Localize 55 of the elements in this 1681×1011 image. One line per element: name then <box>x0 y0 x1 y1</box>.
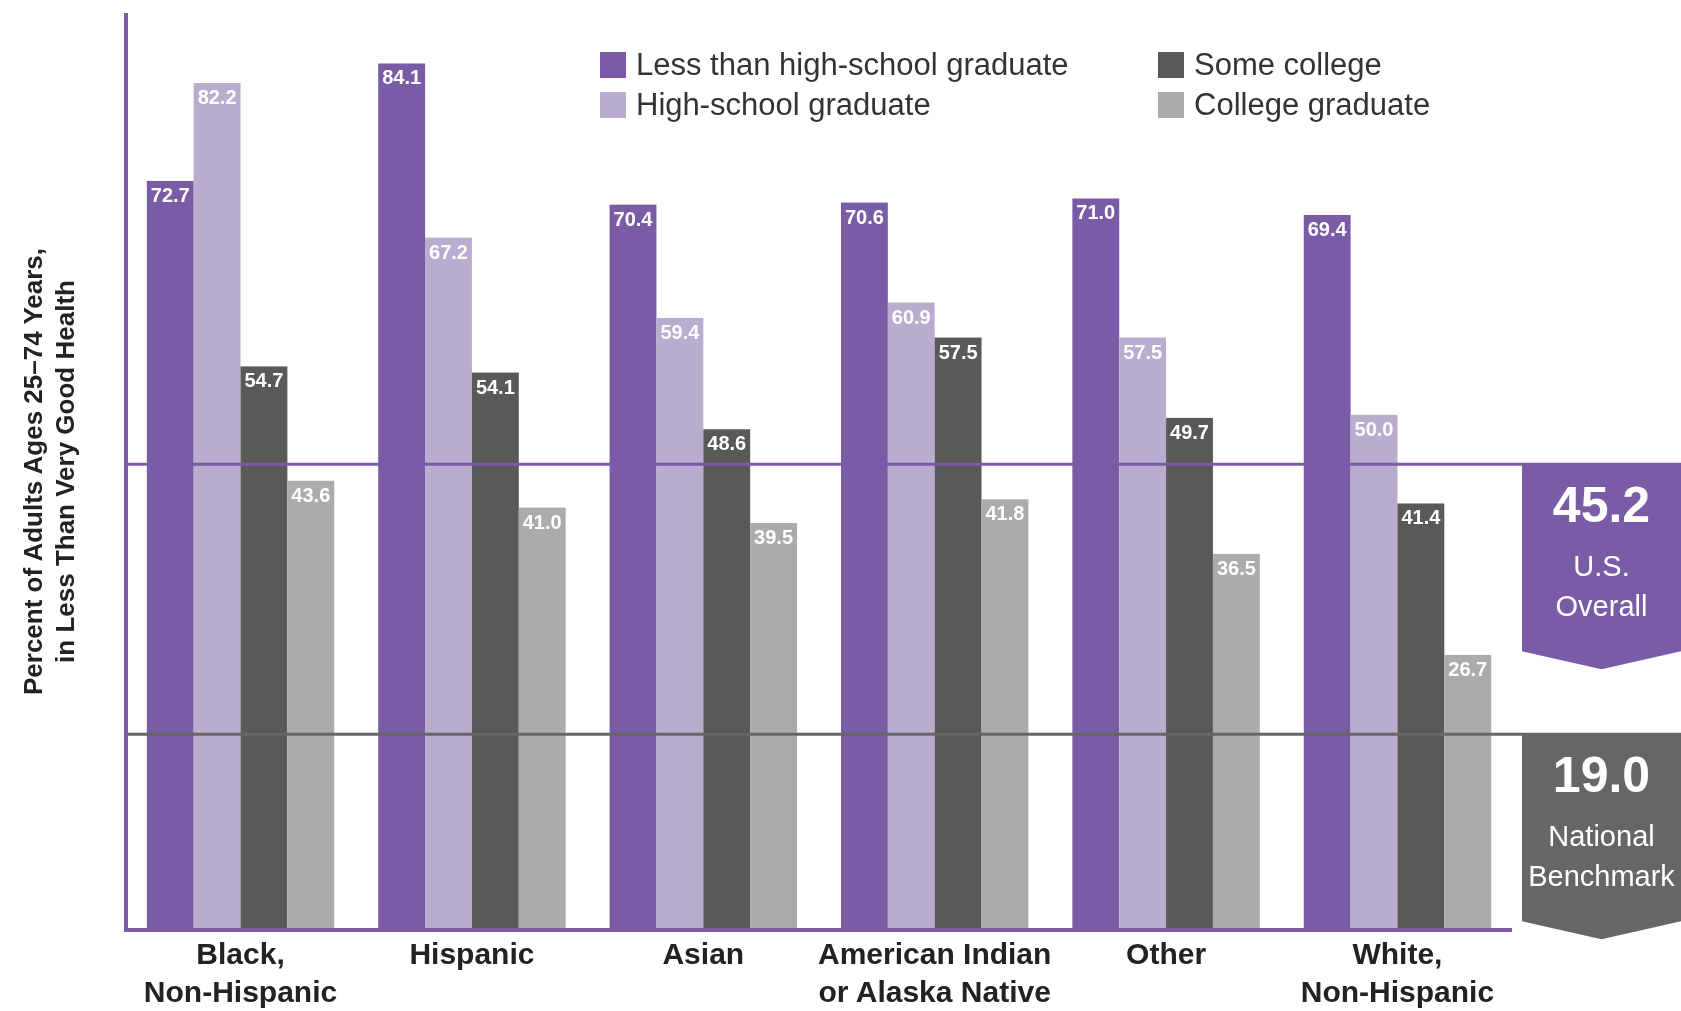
x-tick-label: Asian <box>662 937 745 970</box>
data-label: 41.8 <box>985 502 1025 525</box>
bar <box>1212 553 1260 930</box>
x-tick-label: American Indian or Alaska Native <box>817 937 1052 1008</box>
bar <box>1350 414 1398 930</box>
ref-line-label: 19.0 National Benchmark <box>1528 747 1676 893</box>
data-label: 39.5 <box>754 526 794 549</box>
legend-label: High-school graduate <box>636 87 931 122</box>
x-tick-label: Hispanic <box>409 937 535 970</box>
y-axis-title: Percent of Adults Ages 25–74 Years, in Less Than Very Good Health <box>18 247 80 696</box>
data-label: 70.6 <box>844 205 884 228</box>
legend-label: Less than high-school graduate <box>636 47 1069 82</box>
data-label: 54.1 <box>475 375 515 398</box>
bar <box>240 366 288 930</box>
x-tick-label: Black, Non-Hispanic <box>143 937 338 1008</box>
bar <box>425 237 472 930</box>
bar <box>656 317 704 930</box>
bar <box>471 372 519 930</box>
bar <box>703 429 751 930</box>
data-label: 70.4 <box>613 207 654 230</box>
data-label: 54.7 <box>244 369 284 392</box>
legend-label: College graduate <box>1194 87 1431 122</box>
bar <box>193 83 241 930</box>
bar <box>1119 337 1167 930</box>
data-label: 67.2 <box>429 240 468 263</box>
bar <box>750 523 798 930</box>
data-label: 41.4 <box>1401 506 1442 529</box>
data-label: 41.0 <box>522 510 562 533</box>
bar <box>1444 654 1492 930</box>
data-label: 72.7 <box>150 183 190 206</box>
data-label: 36.5 <box>1216 556 1256 579</box>
data-label: 49.7 <box>1170 420 1209 443</box>
data-label: 26.7 <box>1448 657 1488 680</box>
x-tick-label: White, Non-Hispanic <box>1300 937 1495 1008</box>
bar <box>1397 503 1445 930</box>
data-label: 57.5 <box>1123 340 1163 363</box>
data-label: 71.0 <box>1076 201 1116 224</box>
x-tick-label: Other <box>1126 937 1207 970</box>
bar <box>934 337 982 930</box>
data-label: 43.6 <box>291 483 331 506</box>
data-label: 48.6 <box>707 432 747 455</box>
bar <box>981 499 1029 930</box>
data-label: 50.0 <box>1354 417 1394 440</box>
data-label: 84.1 <box>382 66 422 89</box>
data-label: 59.4 <box>660 320 701 343</box>
bar <box>887 302 935 930</box>
legend-label: Some college <box>1194 47 1382 82</box>
bar <box>1166 417 1213 930</box>
data-label: 60.9 <box>891 305 931 328</box>
data-label: 57.5 <box>938 340 978 363</box>
ref-line-label: 45.2 U.S. Overall <box>1552 477 1651 623</box>
bar <box>518 507 566 930</box>
data-label: 82.2 <box>197 86 237 109</box>
data-label: 69.4 <box>1307 217 1348 240</box>
bar <box>287 480 335 930</box>
